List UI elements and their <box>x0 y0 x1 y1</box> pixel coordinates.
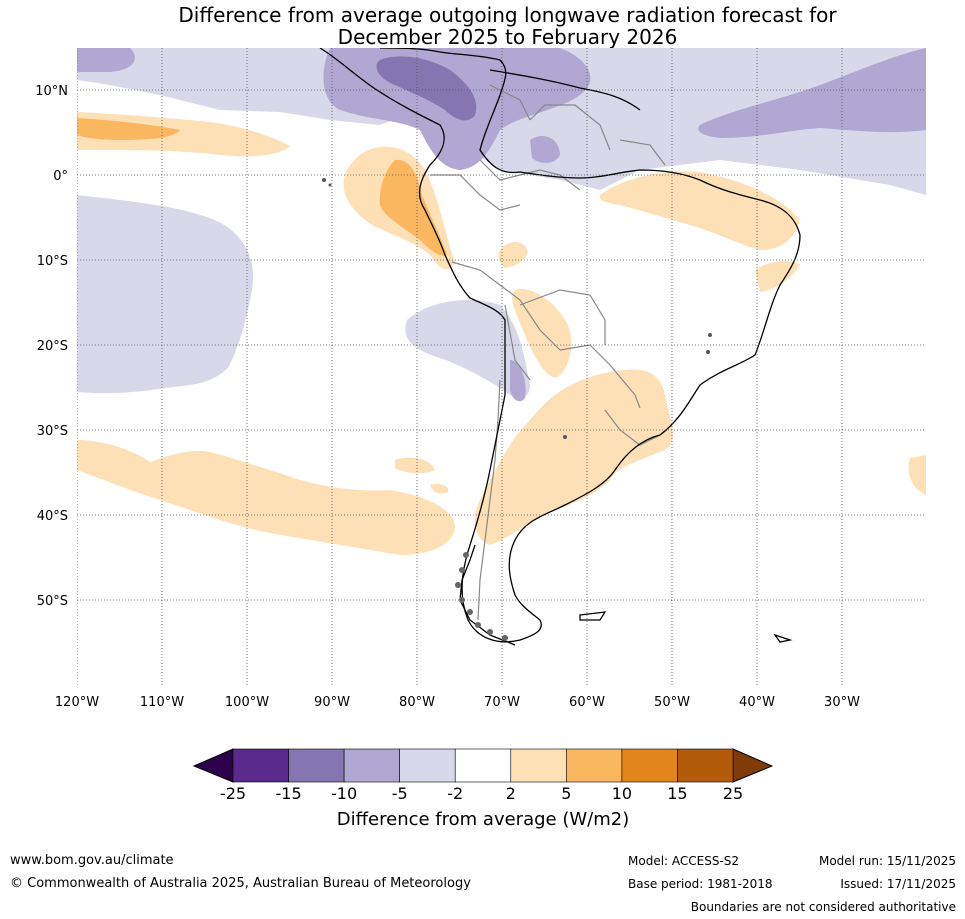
colorbar-segment <box>399 748 456 783</box>
colorbar-tick-label: 25 <box>723 784 743 803</box>
colorbar-tick-label: -25 <box>220 784 246 803</box>
colorbar-segment <box>232 748 289 783</box>
footer-copyright: © Commonwealth of Australia 2025, Austra… <box>10 876 471 891</box>
colorbar-segments <box>232 748 734 783</box>
lon-label: 30°W <box>824 695 860 710</box>
colorbar: -25 -15 -10 -5 -2 2 5 10 15 25 Difference from av… <box>192 748 774 830</box>
colorbar-label: Difference from average (W/m2) <box>337 809 629 830</box>
lat-label: 10°S <box>37 254 68 269</box>
colorbar-extend-high <box>732 748 774 783</box>
lat-label: 30°S <box>37 424 68 439</box>
lon-label: 100°W <box>225 695 269 710</box>
map-title: Difference from average outgoing longwav… <box>0 4 965 48</box>
colorbar-tick-label: -10 <box>331 784 357 803</box>
colorbar-segment <box>677 748 734 783</box>
lat-label: 50°S <box>37 594 68 609</box>
colorbar-segment <box>621 748 678 783</box>
anomaly-medium-orange-regions <box>77 118 447 256</box>
lat-label: 0° <box>53 169 68 184</box>
colorbar-segment <box>566 748 623 783</box>
colorbar-tick-label: -2 <box>447 784 463 803</box>
footer-model-run: Model run: 15/11/2025 <box>818 854 956 868</box>
footer-issued: Issued: 17/11/2025 <box>840 877 956 891</box>
small-island-markers <box>322 178 712 439</box>
title-line-2: December 2025 to February 2026 <box>337 25 678 49</box>
lon-label: 110°W <box>140 695 184 710</box>
anomaly-dark-purple-regions <box>376 56 477 121</box>
title-line-1: Difference from average outgoing longwav… <box>178 3 837 27</box>
colorbar-tick-label: -15 <box>275 784 301 803</box>
lon-label: 70°W <box>484 695 520 710</box>
footer-base-period: Base period: 1981-2018 <box>628 877 773 891</box>
colorbar-tick-label: 5 <box>561 784 571 803</box>
lon-label: 60°W <box>569 695 605 710</box>
map-panel <box>77 48 926 685</box>
colorbar-ticks: -25 -15 -10 -5 -2 2 5 10 15 25 <box>220 784 743 803</box>
footer-url[interactable]: www.bom.gov.au/climate <box>10 853 174 868</box>
colorbar-segment <box>454 748 512 783</box>
lat-label: 10°N <box>35 84 68 99</box>
lat-label: 20°S <box>37 339 68 354</box>
fjord-islands <box>455 552 508 641</box>
lon-label: 90°W <box>314 695 350 710</box>
lat-label: 40°S <box>37 509 68 524</box>
colorbar-tick-label: -5 <box>392 784 408 803</box>
lon-label: 50°W <box>654 695 690 710</box>
lon-label: 40°W <box>739 695 775 710</box>
latitude-labels: 10°N 0° 10°S 20°S 30°S 40°S 50°S <box>35 84 68 609</box>
footer-disclaimer: Boundaries are not considered authoritat… <box>690 900 956 914</box>
longitude-labels: 120°W 110°W 100°W 90°W 80°W 70°W 60°W 50… <box>55 695 860 710</box>
graticule <box>77 48 926 685</box>
colorbar-segment <box>510 748 567 783</box>
lon-label: 80°W <box>399 695 435 710</box>
colorbar-segment <box>343 748 400 783</box>
footer-model: Model: ACCESS-S2 <box>628 854 740 868</box>
lon-label: 120°W <box>55 695 99 710</box>
colorbar-tick-label: 15 <box>667 784 687 803</box>
colorbar-extend-low <box>192 748 234 783</box>
colorbar-tick-label: 2 <box>506 784 516 803</box>
colorbar-segment <box>288 748 345 783</box>
colorbar-tick-label: 10 <box>612 784 632 803</box>
